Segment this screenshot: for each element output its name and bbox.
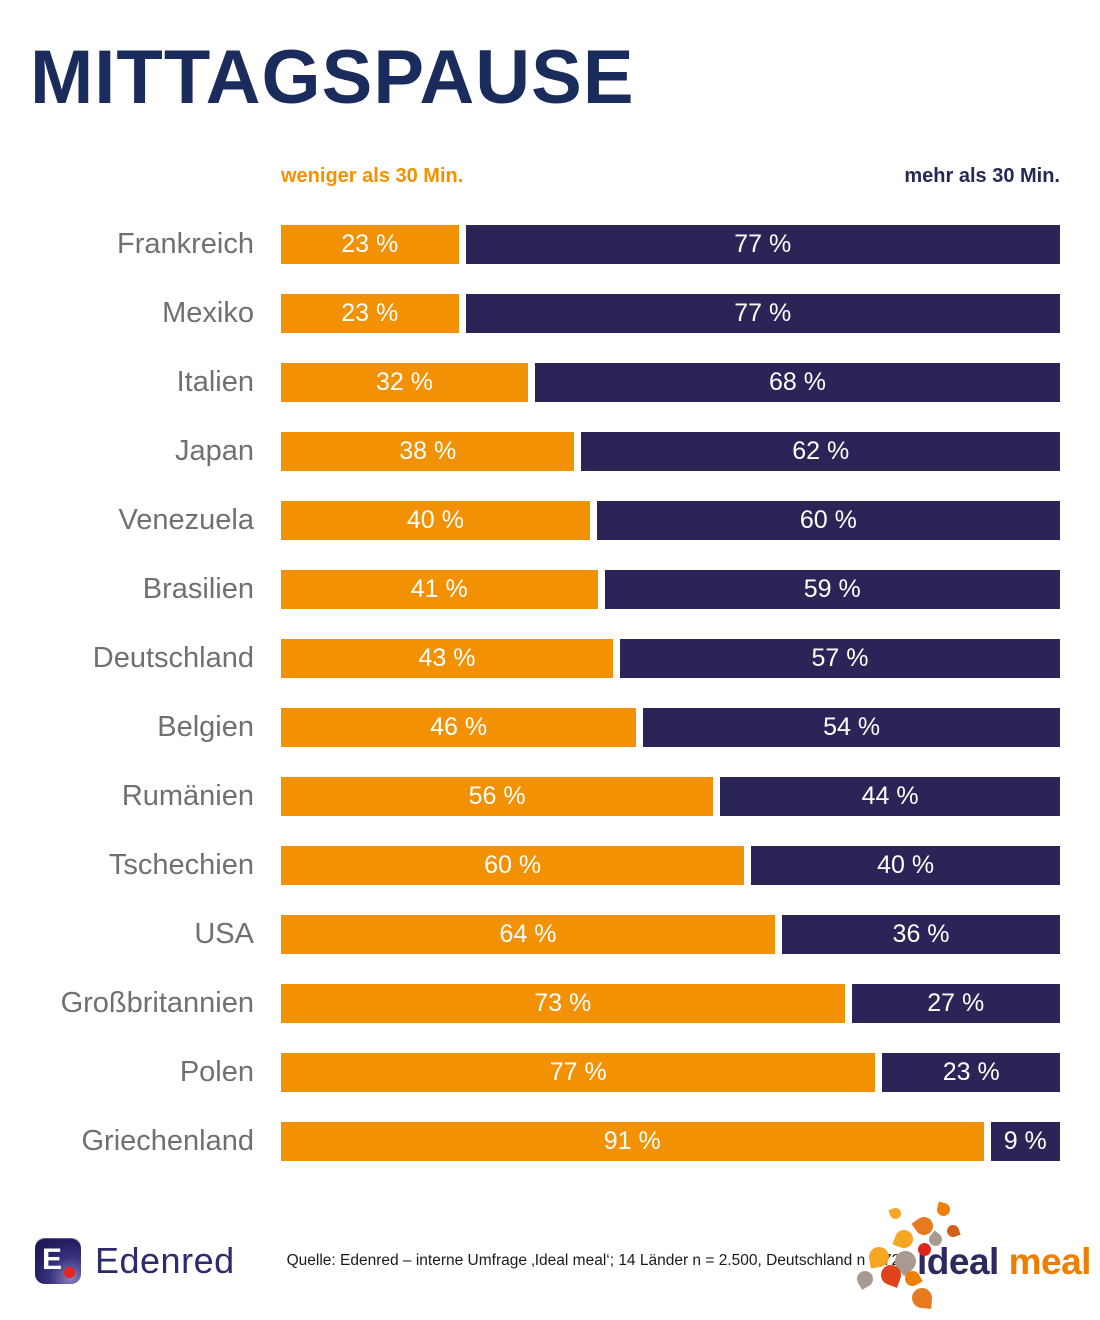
bar-row: Belgien 46 % 54 % bbox=[0, 708, 1100, 747]
ideal-meal-i-dot-icon bbox=[918, 1243, 931, 1256]
bar-row: Venezuela 40 % 60 % bbox=[0, 501, 1100, 540]
bar-segment-more-30min: 54 % bbox=[643, 708, 1060, 747]
bar-row: Griechenland 91 % 9 % bbox=[0, 1122, 1100, 1161]
bar-segment-more-30min: 44 % bbox=[720, 777, 1060, 816]
bar-segment-less-30min: 64 % bbox=[281, 915, 776, 954]
bar-segment-more-30min: 40 % bbox=[751, 846, 1060, 885]
country-label: Venezuela bbox=[118, 504, 254, 536]
bar-segment-more-30min: 62 % bbox=[581, 432, 1060, 471]
bar-segment-less-30min: 60 % bbox=[281, 846, 745, 885]
bar-track: 40 % 60 % bbox=[281, 501, 1060, 540]
country-label: Italien bbox=[176, 366, 254, 398]
bar-track: 41 % 59 % bbox=[281, 570, 1060, 609]
country-label: Mexiko bbox=[162, 297, 254, 329]
bar-track: 56 % 44 % bbox=[281, 777, 1060, 816]
country-label: Rumänien bbox=[121, 780, 254, 812]
bar-track: 64 % 36 % bbox=[281, 915, 1060, 954]
bar-segment-more-30min: 27 % bbox=[851, 984, 1060, 1023]
footer: E Edenred Quelle: Edenred – interne Umfr… bbox=[35, 1238, 900, 1284]
country-label: Großbritannien bbox=[60, 987, 254, 1019]
bar-segment-less-30min: 73 % bbox=[281, 984, 845, 1023]
bar-track: 38 % 62 % bbox=[281, 432, 1060, 471]
edenred-logo-letter: E bbox=[42, 1243, 63, 1276]
country-label: Japan bbox=[174, 435, 254, 467]
bar-track: 46 % 54 % bbox=[281, 708, 1060, 747]
country-label: Griechenland bbox=[81, 1125, 255, 1157]
bar-row: Polen 77 % 23 % bbox=[0, 1053, 1100, 1092]
edenred-wordmark: Edenred bbox=[95, 1240, 235, 1281]
bar-segment-less-30min: 40 % bbox=[281, 501, 590, 540]
bar-track: 43 % 57 % bbox=[281, 639, 1060, 678]
bar-segment-less-30min: 77 % bbox=[281, 1053, 876, 1092]
bar-track: 73 % 27 % bbox=[281, 984, 1060, 1023]
bar-segment-more-30min: 59 % bbox=[604, 570, 1060, 609]
edenred-logo-icon: E bbox=[35, 1238, 81, 1284]
country-label: Polen bbox=[179, 1056, 254, 1088]
bar-segment-less-30min: 23 % bbox=[281, 294, 459, 333]
bar-segment-less-30min: 56 % bbox=[281, 777, 714, 816]
legend-less-30min: weniger als 30 Min. bbox=[281, 165, 464, 187]
petal-icon bbox=[854, 1268, 876, 1290]
edenred-logo-dot bbox=[64, 1267, 75, 1278]
bar-row: USA 64 % 36 % bbox=[0, 915, 1100, 954]
bar-track: 77 % 23 % bbox=[281, 1053, 1060, 1092]
chart-legend: weniger als 30 Min. mehr als 30 Min. bbox=[281, 165, 1060, 188]
bar-segment-more-30min: 60 % bbox=[596, 501, 1060, 540]
bar-row: Mexiko 23 % 77 % bbox=[0, 294, 1100, 333]
bar-track: 23 % 77 % bbox=[281, 294, 1060, 333]
petal-icon bbox=[935, 1201, 952, 1218]
bar-row: Großbritannien 73 % 27 % bbox=[0, 984, 1100, 1023]
petal-icon bbox=[945, 1223, 961, 1239]
bar-track: 91 % 9 % bbox=[281, 1122, 1060, 1161]
bar-track: 23 % 77 % bbox=[281, 225, 1060, 264]
bar-row: Japan 38 % 62 % bbox=[0, 432, 1100, 471]
bar-row: Brasilien 41 % 59 % bbox=[0, 570, 1100, 609]
bar-segment-more-30min: 77 % bbox=[465, 294, 1060, 333]
petal-icon bbox=[892, 1227, 916, 1251]
bar-segment-less-30min: 43 % bbox=[281, 639, 613, 678]
ideal-meal-logo: ideal meal bbox=[854, 1201, 1091, 1315]
petal-icon bbox=[911, 1287, 933, 1309]
page-title: MITTAGSPAUSE bbox=[30, 35, 635, 120]
bar-segment-more-30min: 9 % bbox=[990, 1122, 1060, 1161]
country-label: USA bbox=[194, 918, 254, 950]
legend-more-30min: mehr als 30 Min. bbox=[904, 165, 1060, 187]
ideal-meal-wordmark: ideal meal bbox=[917, 1241, 1091, 1283]
country-label: Tschechien bbox=[108, 849, 254, 881]
petal-icon bbox=[888, 1206, 903, 1221]
source-text: Quelle: Edenred – interne Umfrage ‚Ideal… bbox=[286, 1252, 901, 1269]
country-label: Deutschland bbox=[92, 642, 254, 674]
country-label: Belgien bbox=[157, 711, 254, 743]
bar-segment-less-30min: 41 % bbox=[281, 570, 598, 609]
bar-segment-less-30min: 32 % bbox=[281, 363, 529, 402]
bar-segment-more-30min: 68 % bbox=[535, 363, 1060, 402]
bar-segment-less-30min: 46 % bbox=[281, 708, 637, 747]
bar-segment-more-30min: 57 % bbox=[619, 639, 1060, 678]
country-label: Frankreich bbox=[117, 228, 254, 260]
stacked-bar-chart: Frankreich 23 % 77 % Mexiko 23 % 77 % Italien 3… bbox=[0, 225, 1100, 1191]
bar-track: 32 % 68 % bbox=[281, 363, 1060, 402]
meal-word: meal bbox=[1008, 1241, 1092, 1282]
bar-segment-more-30min: 77 % bbox=[465, 225, 1060, 264]
country-label: Brasilien bbox=[142, 573, 254, 605]
bar-row: Rumänien 56 % 44 % bbox=[0, 777, 1100, 816]
bar-segment-more-30min: 36 % bbox=[782, 915, 1060, 954]
bar-row: Deutschland 43 % 57 % bbox=[0, 639, 1100, 678]
bar-row: Frankreich 23 % 77 % bbox=[0, 225, 1100, 264]
bar-segment-less-30min: 38 % bbox=[281, 432, 575, 471]
bar-row: Tschechien 60 % 40 % bbox=[0, 846, 1100, 885]
bar-segment-more-30min: 23 % bbox=[882, 1053, 1060, 1092]
bar-track: 60 % 40 % bbox=[281, 846, 1060, 885]
bar-segment-less-30min: 91 % bbox=[281, 1122, 984, 1161]
bar-row: Italien 32 % 68 % bbox=[0, 363, 1100, 402]
bar-segment-less-30min: 23 % bbox=[281, 225, 459, 264]
